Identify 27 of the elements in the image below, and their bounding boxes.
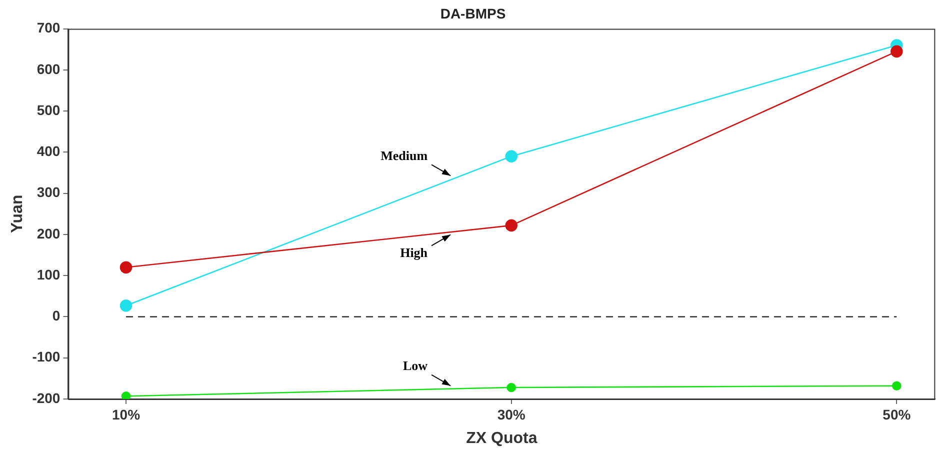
series-label: Medium [380, 148, 428, 164]
series-label: High [400, 245, 428, 260]
point [506, 382, 516, 392]
point [890, 45, 903, 58]
y-tick-label: 100 [36, 266, 60, 282]
y-tick-label: 500 [36, 102, 60, 118]
y-tick-label: 400 [36, 143, 60, 160]
point [892, 381, 902, 390]
point [121, 391, 131, 399]
y-tick-label: -100 [32, 348, 60, 365]
point [120, 261, 132, 274]
x-axis-title: ZX Quota [466, 430, 538, 447]
y-tick-label: 200 [36, 225, 60, 242]
y-tick-label: -200 [32, 390, 60, 406]
point [120, 299, 132, 312]
x-tick-label: 10% [112, 406, 141, 422]
series-label: Low [402, 358, 428, 374]
y-tick-label: 0 [52, 308, 60, 324]
x-tick-label: 50% [882, 406, 912, 422]
chart-title: DA-BMPS [440, 5, 506, 22]
x-tick-label: 30% [497, 406, 526, 422]
y-tick-label: 300 [36, 184, 60, 200]
y-tick-label: 700 [36, 20, 60, 36]
y-tick-label: 600 [36, 60, 60, 77]
point [505, 219, 518, 232]
point [505, 150, 518, 162]
y-axis-title: Yuan [9, 194, 26, 234]
